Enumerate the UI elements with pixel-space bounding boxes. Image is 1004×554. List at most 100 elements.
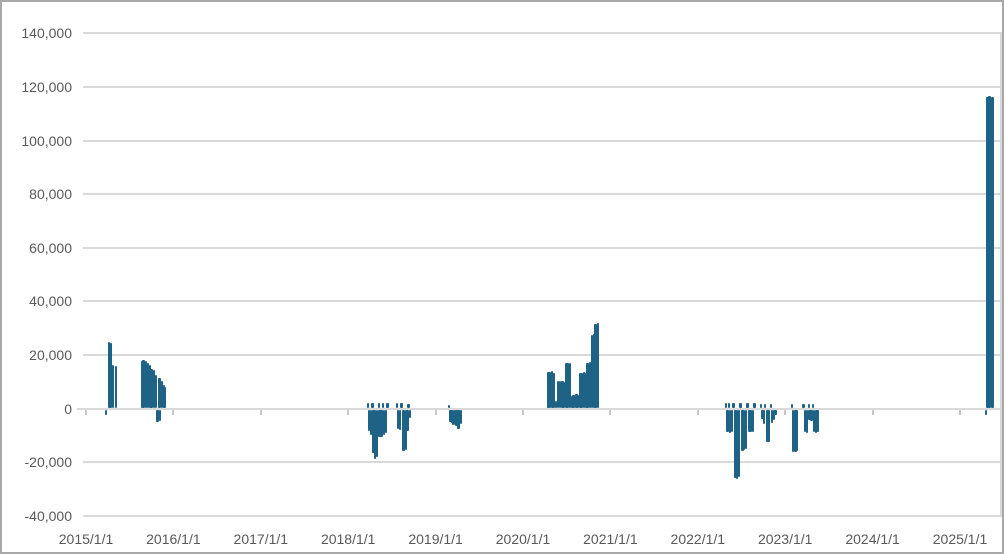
bar [548,372,552,409]
bar [770,403,773,409]
x-axis-label: 2021/1/1 [583,531,638,547]
bar [590,334,594,409]
bar [457,409,461,428]
bar [735,409,739,479]
x-axis-tick [85,409,87,415]
x-axis-label: 2019/1/1 [408,531,463,547]
bar [811,403,815,409]
y-axis-label: 80,000 [29,186,72,203]
bar [107,342,110,409]
x-axis-tick [259,409,262,415]
bar [596,323,600,409]
bar [576,394,580,409]
bar [570,396,574,409]
bar [767,409,770,442]
bar [146,362,150,409]
plot-right-border [1000,32,1002,517]
bar [726,409,729,432]
bar [152,370,156,409]
bar [724,403,727,409]
bar [741,409,744,451]
h-gridline [83,85,1000,88]
x-axis-tick [522,409,524,415]
x-axis-tick [959,409,961,415]
bar [145,360,148,409]
bar [367,403,370,409]
bar [763,409,766,424]
x-axis-label: 2016/1/1 [146,531,201,547]
bar [763,403,767,409]
h-gridline [83,514,1000,517]
bar [795,409,798,451]
bar [808,409,811,421]
x-axis-label: 2024/1/1 [845,531,900,547]
bar [562,381,566,409]
bar [734,409,737,478]
bar [451,409,455,425]
bar [790,404,794,409]
h-gridline [83,32,1000,35]
y-axis-label: 20,000 [29,346,72,363]
y-axis-label: 100,000 [21,132,72,149]
x-axis-label: 2022/1/1 [670,531,726,547]
bar [572,395,575,409]
bar [746,403,749,409]
bar [594,324,597,409]
x-axis-tick [871,409,874,415]
bar [142,359,145,409]
bar [371,402,374,409]
bar [160,381,164,409]
bar [761,409,764,419]
bar [592,334,595,409]
bar [148,364,151,409]
bar [381,402,385,409]
bar [114,366,117,409]
y-axis-label: 40,000 [29,293,72,310]
x-axis-label: 2023/1/1 [757,531,813,547]
bar [589,362,592,409]
bar [812,409,816,432]
y-axis-label: 140,000 [21,25,72,42]
bar [395,403,399,409]
bar [449,409,452,422]
bar [737,409,741,477]
bar [802,403,805,409]
bar [374,409,377,459]
bar [367,409,371,432]
x-axis-tick [347,409,350,415]
bar [404,409,408,450]
bar [111,365,115,409]
bar [561,380,564,409]
x-axis-label: 2015/1/1 [58,531,114,547]
x-axis-tick [172,409,175,415]
x-axis-label: 2018/1/1 [320,531,376,547]
bar [748,409,751,433]
bar [728,409,732,433]
bar [810,409,813,422]
bar [407,403,410,409]
y-axis-label: -20,000 [24,454,72,471]
bar [156,409,159,423]
bar [378,409,381,438]
bar [566,363,569,409]
bar [447,405,450,409]
bar [772,409,776,421]
h-gridline [83,461,1000,464]
bar [988,96,992,409]
bar [380,409,383,437]
bar [990,96,994,409]
bar [985,96,989,409]
h-gridline [83,193,1000,196]
bar [372,409,375,453]
bar [816,409,819,432]
bar [575,394,578,409]
bar [159,409,162,422]
bar [384,409,387,434]
bar [728,402,731,409]
x-axis-tick [696,409,699,415]
bar [732,403,735,409]
bar [163,387,166,409]
bar [386,403,389,409]
bar [759,403,762,409]
bar [564,362,568,409]
